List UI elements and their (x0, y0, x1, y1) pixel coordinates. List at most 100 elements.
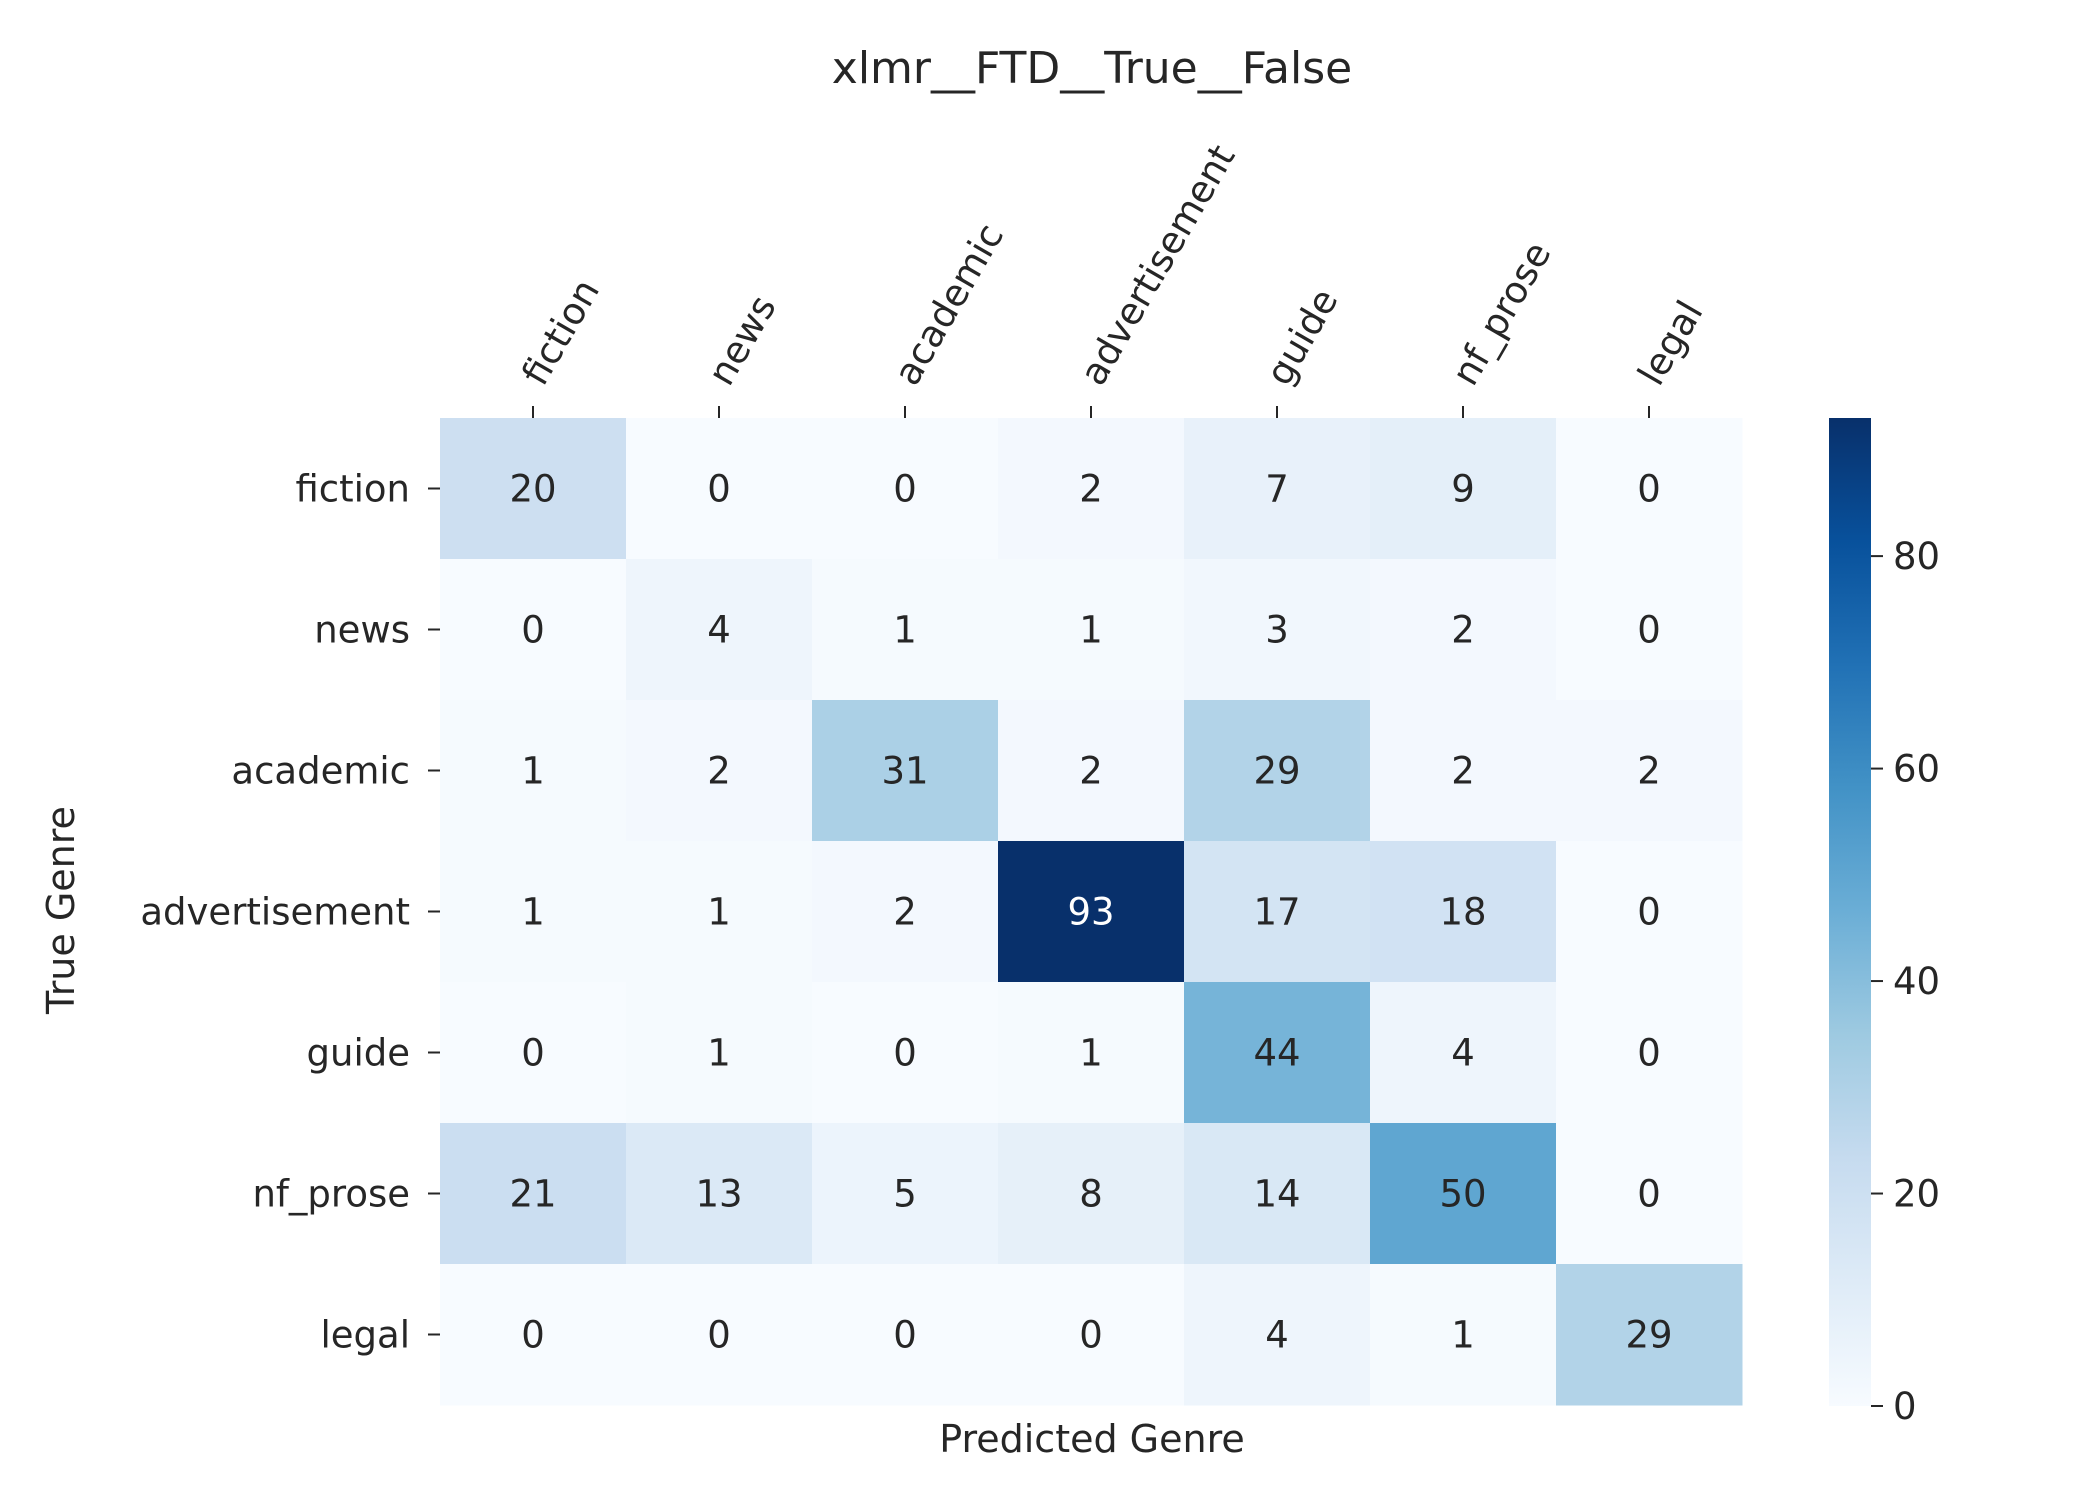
heatmap-cell (1184, 1264, 1371, 1406)
colorbar-tick-label: 80 (1893, 535, 1940, 578)
cell-value-label: 0 (1637, 1173, 1661, 1216)
cell-value-label: 4 (1451, 1032, 1475, 1075)
heatmap-cell (1556, 700, 1743, 842)
x-axis-label: Predicted Genre (939, 1417, 1245, 1461)
heatmap-cell (1370, 1123, 1557, 1265)
heatmap-cell (440, 1123, 627, 1265)
heatmap-cell (812, 1264, 999, 1406)
heatmap-cell (998, 1123, 1185, 1265)
x-tick-label: academic (886, 216, 1013, 392)
heatmap-cell (812, 559, 999, 701)
heatmap-cell (998, 1264, 1185, 1406)
cell-value-label: 7 (1265, 468, 1289, 511)
cell-value-label: 1 (1451, 1314, 1475, 1357)
cell-value-label: 1 (1079, 1032, 1103, 1075)
heatmap-cell (440, 1264, 627, 1406)
heatmap-cell (998, 841, 1185, 983)
heatmap-cell (626, 559, 813, 701)
heatmap-cell (1184, 982, 1371, 1124)
cell-value-label: 1 (893, 609, 917, 652)
heatmap-cell (626, 1264, 813, 1406)
cell-value-label: 93 (1067, 891, 1114, 934)
cell-value-label: 0 (893, 1314, 917, 1357)
heatmap-cell (626, 982, 813, 1124)
heatmap-cell (440, 418, 627, 560)
heatmap-cell (998, 982, 1185, 1124)
cell-value-label: 0 (1079, 1314, 1103, 1357)
cell-value-label: 0 (707, 468, 731, 511)
colorbar-tick-label: 60 (1893, 748, 1940, 791)
heatmap-cell (1184, 841, 1371, 983)
heatmap-cell (1556, 559, 1743, 701)
cell-value-label: 1 (521, 750, 545, 793)
cell-value-label: 31 (881, 750, 928, 793)
cell-value-label: 2 (1079, 750, 1103, 793)
heatmap-cell (1370, 559, 1557, 701)
cell-value-label: 0 (521, 609, 545, 652)
heatmap-cell (1370, 982, 1557, 1124)
heatmap-cell (998, 418, 1185, 560)
cell-value-label: 2 (1451, 609, 1475, 652)
cell-value-label: 1 (707, 1032, 731, 1075)
x-tick-label: legal (1630, 294, 1712, 393)
x-tick-label: news (700, 288, 785, 392)
heatmap-cell (440, 841, 627, 983)
cell-value-label: 13 (695, 1173, 742, 1216)
heatmap-cell (812, 1123, 999, 1265)
cell-value-label: 0 (521, 1314, 545, 1357)
heatmap-cell (1370, 841, 1557, 983)
heatmap-cell (626, 1123, 813, 1265)
colorbar-tick-label: 20 (1893, 1173, 1940, 1216)
chart-title: xlmr__FTD__True__False (832, 43, 1352, 94)
heatmap-cell (626, 700, 813, 842)
cell-value-label: 0 (1637, 468, 1661, 511)
heatmap-cell (440, 982, 627, 1124)
cell-value-label: 50 (1439, 1173, 1486, 1216)
cell-value-label: 8 (1079, 1173, 1103, 1216)
heatmap-cell (1184, 1123, 1371, 1265)
heatmap-cell (626, 418, 813, 560)
y-tick-label: news (314, 609, 410, 652)
cell-value-label: 18 (1439, 891, 1486, 934)
heatmap-cell (812, 418, 999, 560)
heatmap-cell (1184, 559, 1371, 701)
heatmap-cell (1556, 1123, 1743, 1265)
y-axis-ticks: fiction news academic advertisement guide nf_… (140, 468, 440, 1357)
heatmap-cell (1556, 418, 1743, 560)
colorbar-tick-label: 40 (1893, 960, 1940, 1003)
cell-value-label: 17 (1253, 891, 1300, 934)
cell-value-label: 44 (1253, 1032, 1300, 1075)
cell-value-label: 2 (707, 750, 731, 793)
heatmap-cell (1556, 841, 1743, 983)
cell-value-label: 0 (521, 1032, 545, 1075)
cell-value-label: 9 (1451, 468, 1475, 511)
y-tick-label: nf_prose (252, 1173, 410, 1216)
x-tick-label: advertisement (1072, 137, 1244, 392)
cell-value-label: 3 (1265, 609, 1289, 652)
heatmap-cell (1556, 1264, 1743, 1406)
cell-value-label: 4 (1265, 1314, 1289, 1357)
heatmap-cell (812, 841, 999, 983)
heatmap-cell (1370, 418, 1557, 560)
cell-value-label: 1 (1079, 609, 1103, 652)
heatmap-cell (812, 700, 999, 842)
cell-value-label: 2 (1451, 750, 1475, 793)
cell-value-label: 2 (1079, 468, 1103, 511)
cell-value-label: 0 (1637, 609, 1661, 652)
x-tick-label: guide (1258, 281, 1347, 392)
colorbar (1829, 418, 1871, 1406)
cell-value-label: 29 (1625, 1314, 1672, 1357)
colorbar-tick-label: 0 (1893, 1385, 1917, 1428)
heatmap-cell (1370, 700, 1557, 842)
cell-value-label: 0 (893, 1032, 917, 1075)
y-axis-label: True Genre (39, 806, 83, 1015)
heatmap-cell (1556, 982, 1743, 1124)
x-axis-ticks: fiction news academic advertisement guide nf_… (514, 137, 1712, 418)
x-tick-label: fiction (514, 272, 609, 393)
heatmap-cells: 20 0 0 2 7 9 00 4 1 1 3 2 01 2 31 2 29 2 21 1 2 93 17 18 00 1 0 1 44… (440, 418, 1743, 1406)
y-tick-label: legal (321, 1314, 410, 1357)
cell-value-label: 2 (1637, 750, 1661, 793)
cell-value-label: 14 (1253, 1173, 1300, 1216)
heatmap-cell (998, 700, 1185, 842)
